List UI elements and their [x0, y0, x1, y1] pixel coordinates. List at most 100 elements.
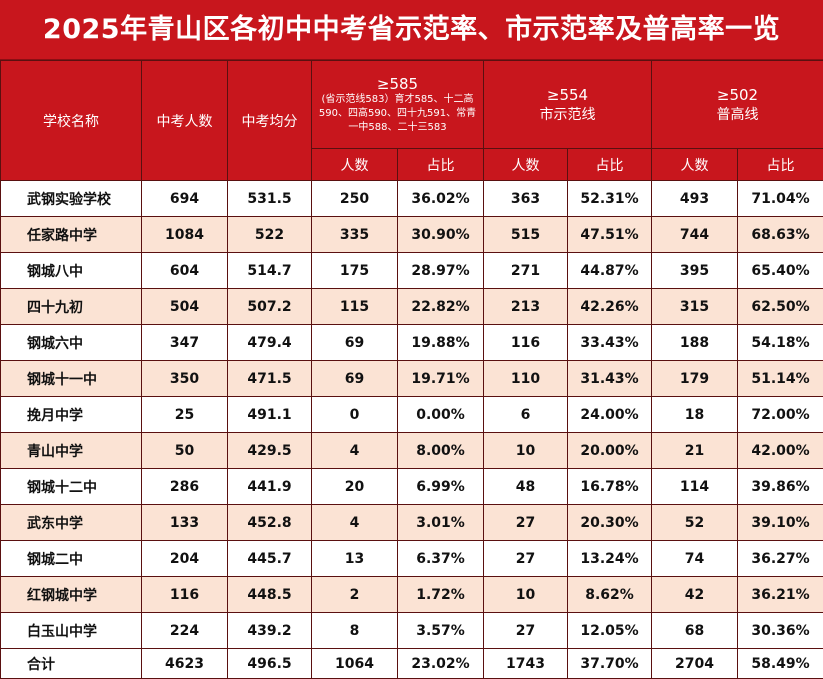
cell-p554: 20.30%	[568, 505, 652, 541]
cell-p585: 36.02%	[398, 181, 484, 217]
cell-p585: 19.88%	[398, 325, 484, 361]
cell-name: 武钢实验学校	[1, 181, 142, 217]
cell-count: 504	[142, 289, 228, 325]
cell-p554: 42.26%	[568, 289, 652, 325]
cell-n502: 395	[652, 253, 738, 289]
cell-n585: 175	[312, 253, 398, 289]
cell-avg: 439.2	[228, 613, 312, 649]
cell-n554: 27	[484, 505, 568, 541]
cell-count: 1084	[142, 217, 228, 253]
cell-n502: 188	[652, 325, 738, 361]
cell-n502: 74	[652, 541, 738, 577]
cell-avg: 531.5	[228, 181, 312, 217]
cell-count: 286	[142, 469, 228, 505]
cell-p585: 8.00%	[398, 433, 484, 469]
cell-p502: 39.86%	[738, 469, 823, 505]
cell-p502: 39.10%	[738, 505, 823, 541]
cell-p502: 51.14%	[738, 361, 823, 397]
cell-n502: 42	[652, 577, 738, 613]
cell-name: 钢城六中	[1, 325, 142, 361]
label-554: 市示范线	[484, 104, 651, 124]
cell-p554: 16.78%	[568, 469, 652, 505]
cell-n554: 363	[484, 181, 568, 217]
cell-p585: 6.37%	[398, 541, 484, 577]
cell-n502: 114	[652, 469, 738, 505]
total-count: 4623	[142, 649, 228, 679]
cell-count: 133	[142, 505, 228, 541]
cell-n502: 68	[652, 613, 738, 649]
cell-p502: 42.00%	[738, 433, 823, 469]
cell-p502: 36.21%	[738, 577, 823, 613]
cell-p502: 36.27%	[738, 541, 823, 577]
total-p585: 23.02%	[398, 649, 484, 679]
cell-n585: 4	[312, 433, 398, 469]
page: 2025年青山区各初中中考省示范率、市示范率及普高率一览 学校名称 中考人数 中…	[0, 0, 823, 643]
page-title: 2025年青山区各初中中考省示范率、市示范率及普高率一览	[0, 0, 823, 60]
cell-p554: 31.43%	[568, 361, 652, 397]
cell-n554: 6	[484, 397, 568, 433]
header-people-585: 人数	[312, 149, 398, 181]
header-ratio-502: 占比	[738, 149, 823, 181]
cell-p585: 3.01%	[398, 505, 484, 541]
threshold-554: ≥554	[484, 86, 651, 104]
cell-name: 钢城十一中	[1, 361, 142, 397]
cell-p554: 12.05%	[568, 613, 652, 649]
cell-n585: 13	[312, 541, 398, 577]
cell-p554: 8.62%	[568, 577, 652, 613]
cell-n554: 10	[484, 433, 568, 469]
cell-avg: 471.5	[228, 361, 312, 397]
cell-n554: 213	[484, 289, 568, 325]
cell-p585: 28.97%	[398, 253, 484, 289]
header-ratio-554: 占比	[568, 149, 652, 181]
header-group-554: ≥554 市示范线	[484, 61, 652, 149]
header-count: 中考人数	[142, 61, 228, 181]
cell-name: 青山中学	[1, 433, 142, 469]
cell-n554: 116	[484, 325, 568, 361]
cell-n585: 0	[312, 397, 398, 433]
cell-n502: 493	[652, 181, 738, 217]
cell-p554: 13.24%	[568, 541, 652, 577]
cell-name: 四十九初	[1, 289, 142, 325]
cell-n554: 515	[484, 217, 568, 253]
header-people-502: 人数	[652, 149, 738, 181]
cell-p502: 62.50%	[738, 289, 823, 325]
cell-count: 25	[142, 397, 228, 433]
total-p554: 37.70%	[568, 649, 652, 679]
cell-avg: 507.2	[228, 289, 312, 325]
cell-name: 挽月中学	[1, 397, 142, 433]
cell-avg: 514.7	[228, 253, 312, 289]
cell-name: 钢城八中	[1, 253, 142, 289]
cell-count: 347	[142, 325, 228, 361]
cell-n502: 21	[652, 433, 738, 469]
label-502: 普高线	[652, 104, 823, 124]
table-footer: 合计 4623 496.5 1064 23.02% 1743 37.70% 27…	[1, 649, 823, 679]
table-header: 学校名称 中考人数 中考均分 ≥585 (省示范线583）育才585、十二高59…	[1, 61, 823, 181]
cell-p585: 3.57%	[398, 613, 484, 649]
cell-p554: 20.00%	[568, 433, 652, 469]
cell-p502: 72.00%	[738, 397, 823, 433]
note-585: (省示范线583）育才585、十二高590、四高590、四十九591、常青一中5…	[312, 93, 483, 135]
cell-n585: 8	[312, 613, 398, 649]
cell-p502: 71.04%	[738, 181, 823, 217]
cell-avg: 522	[228, 217, 312, 253]
cell-n554: 27	[484, 541, 568, 577]
cell-p585: 30.90%	[398, 217, 484, 253]
cell-n502: 315	[652, 289, 738, 325]
cell-avg: 441.9	[228, 469, 312, 505]
cell-n585: 250	[312, 181, 398, 217]
cell-p585: 19.71%	[398, 361, 484, 397]
cell-n585: 20	[312, 469, 398, 505]
header-school: 学校名称	[1, 61, 142, 181]
total-p502: 58.49%	[738, 649, 823, 679]
cell-n585: 4	[312, 505, 398, 541]
total-avg: 496.5	[228, 649, 312, 679]
total-label: 合计	[1, 649, 142, 679]
total-row: 合计 4623 496.5 1064 23.02% 1743 37.70% 27…	[1, 649, 823, 679]
